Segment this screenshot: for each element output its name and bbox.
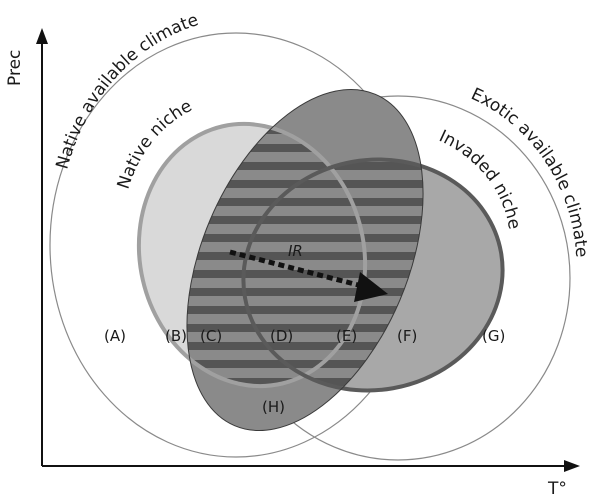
y-axis-arrow-icon [36,28,48,44]
region-label-h: (H) [262,398,285,416]
region-label-g: (G) [482,327,505,345]
region-label-b: (B) [165,327,187,345]
x-axis-arrow-icon [564,460,580,472]
region-label-f: (F) [397,327,417,345]
ir-label: IR [288,242,303,260]
region-label-c: (C) [200,327,222,345]
region-label-e: (E) [336,327,357,345]
y-axis-label: Prec [5,50,25,86]
x-axis-label: T° [547,479,567,499]
region-label-d: (D) [270,327,293,345]
region-label-a: (A) [104,327,126,345]
